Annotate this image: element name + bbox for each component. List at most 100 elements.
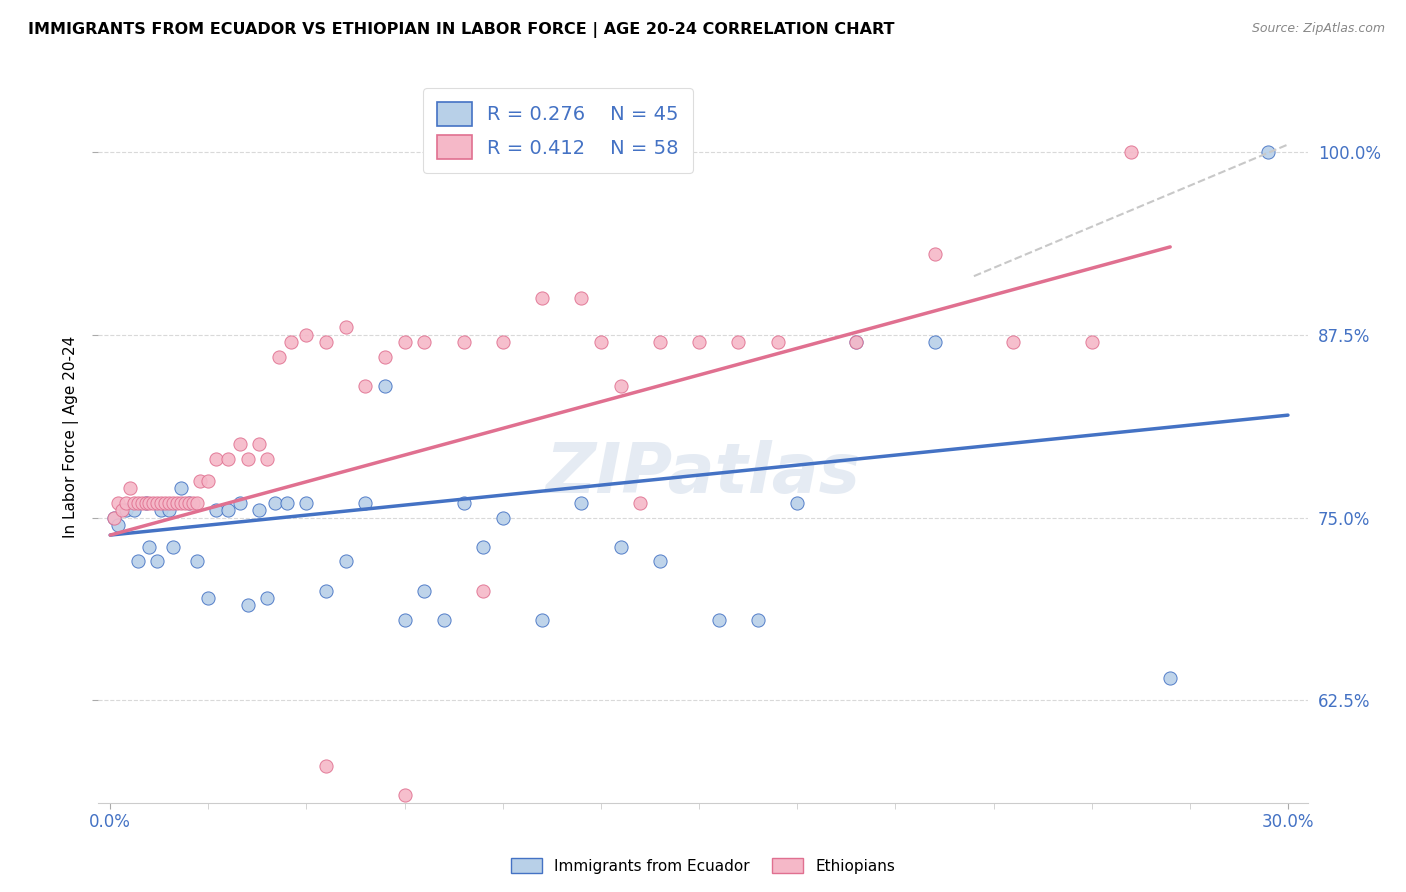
Point	[531, 291, 554, 305]
Point	[492, 510, 515, 524]
Point	[628, 496, 651, 510]
Point	[135, 496, 157, 510]
Point	[205, 503, 228, 517]
Y-axis label: In Labor Force | Age 20-24: In Labor Force | Age 20-24	[63, 336, 79, 538]
Point	[1002, 334, 1025, 349]
Point	[153, 496, 176, 510]
Point	[1159, 672, 1181, 686]
Point	[924, 334, 946, 349]
Point	[131, 496, 153, 510]
Point	[276, 496, 298, 510]
Text: ZIPatlas: ZIPatlas	[546, 440, 860, 508]
Point	[138, 540, 160, 554]
Point	[229, 496, 252, 510]
Point	[315, 334, 337, 349]
Point	[217, 452, 239, 467]
Point	[472, 540, 495, 554]
Text: Source: ZipAtlas.com: Source: ZipAtlas.com	[1251, 22, 1385, 36]
Point	[122, 496, 145, 510]
Point	[845, 334, 868, 349]
Point	[162, 496, 184, 510]
Point	[217, 503, 239, 517]
Point	[1119, 145, 1142, 159]
Point	[786, 496, 808, 510]
Point	[648, 554, 671, 568]
Point	[247, 437, 270, 451]
Point	[115, 503, 138, 517]
Point	[569, 496, 592, 510]
Text: IMMIGRANTS FROM ECUADOR VS ETHIOPIAN IN LABOR FORCE | AGE 20-24 CORRELATION CHAR: IMMIGRANTS FROM ECUADOR VS ETHIOPIAN IN …	[28, 22, 894, 38]
Point	[707, 613, 730, 627]
Point	[413, 334, 436, 349]
Point	[374, 379, 396, 393]
Point	[115, 496, 138, 510]
Point	[924, 247, 946, 261]
Point	[229, 437, 252, 451]
Point	[335, 554, 357, 568]
Point	[1080, 334, 1102, 349]
Point	[295, 496, 318, 510]
Point	[335, 320, 357, 334]
Point	[170, 481, 193, 495]
Point	[236, 452, 259, 467]
Point	[264, 496, 287, 510]
Point	[173, 496, 195, 510]
Point	[103, 510, 125, 524]
Point	[205, 452, 228, 467]
Point	[354, 496, 377, 510]
Point	[315, 759, 337, 773]
Point	[394, 334, 416, 349]
Point	[181, 496, 204, 510]
Point	[127, 554, 149, 568]
Point	[295, 327, 318, 342]
Legend: Immigrants from Ecuador, Ethiopians: Immigrants from Ecuador, Ethiopians	[505, 852, 901, 880]
Point	[747, 613, 769, 627]
Point	[394, 613, 416, 627]
Point	[433, 613, 456, 627]
Point	[142, 496, 165, 510]
Point	[135, 496, 157, 510]
Point	[280, 334, 302, 349]
Legend: R = 0.276    N = 45, R = 0.412    N = 58: R = 0.276 N = 45, R = 0.412 N = 58	[423, 88, 693, 173]
Point	[157, 503, 180, 517]
Point	[162, 540, 184, 554]
Point	[492, 334, 515, 349]
Point	[315, 583, 337, 598]
Point	[256, 452, 278, 467]
Point	[103, 510, 125, 524]
Point	[267, 350, 290, 364]
Point	[118, 481, 141, 495]
Point	[111, 503, 134, 517]
Point	[589, 334, 612, 349]
Point	[453, 496, 475, 510]
Point	[1257, 145, 1279, 159]
Point	[374, 350, 396, 364]
Point	[146, 554, 169, 568]
Point	[170, 496, 193, 510]
Point	[107, 496, 129, 510]
Point	[186, 554, 208, 568]
Point	[190, 474, 212, 488]
Point	[354, 379, 377, 393]
Point	[531, 613, 554, 627]
Point	[122, 503, 145, 517]
Point	[688, 334, 710, 349]
Point	[609, 540, 631, 554]
Point	[186, 496, 208, 510]
Point	[394, 789, 416, 803]
Point	[766, 334, 789, 349]
Point	[845, 334, 868, 349]
Point	[453, 334, 475, 349]
Point	[150, 496, 173, 510]
Point	[472, 583, 495, 598]
Point	[166, 496, 188, 510]
Point	[247, 503, 270, 517]
Point	[727, 334, 749, 349]
Point	[609, 379, 631, 393]
Point	[569, 291, 592, 305]
Point	[197, 474, 219, 488]
Point	[146, 496, 169, 510]
Point	[127, 496, 149, 510]
Point	[197, 591, 219, 605]
Point	[107, 517, 129, 532]
